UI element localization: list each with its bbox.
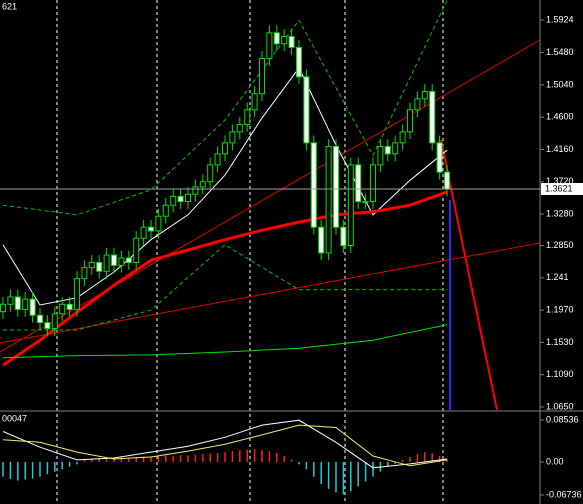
candle-body [229, 131, 236, 144]
candle-body [296, 46, 302, 78]
candle-body [185, 193, 191, 203]
candle-body [399, 131, 406, 144]
candle-body [318, 226, 325, 254]
y-tick-label: 1.4160 [546, 144, 574, 154]
candle-body [162, 204, 169, 217]
candle-body [407, 109, 413, 133]
candle-body [384, 146, 391, 155]
candle-body [44, 322, 51, 329]
candle-body [303, 76, 310, 144]
y-tick-label: 1.4600 [546, 112, 574, 122]
indicator-line [2, 419, 448, 469]
candle-body [244, 109, 251, 126]
last-price-box [541, 183, 583, 196]
y-tick-label: 1.3280 [546, 208, 574, 218]
candle-body [125, 257, 132, 263]
candle-body [436, 142, 443, 173]
candle-body [7, 296, 14, 305]
y-tick-label: 1.5040 [546, 79, 574, 89]
candle-body [281, 35, 288, 45]
candle-body [414, 98, 421, 111]
moving-average [2, 0, 448, 216]
period-separators [56, 0, 444, 504]
candle-body [170, 195, 177, 206]
y-tick-label: 1.3720 [546, 176, 574, 186]
candle-body [14, 296, 21, 310]
candle-body [111, 254, 117, 266]
candle-body [222, 142, 228, 155]
candle-body [118, 257, 125, 266]
candle-body [266, 32, 273, 59]
candle-body [81, 267, 88, 280]
candle-body [259, 57, 265, 95]
candle-body [333, 146, 339, 228]
candle-body [444, 171, 450, 190]
candle-body [199, 181, 206, 188]
y-tick-label: 0.08536 [546, 414, 579, 424]
candle-body [340, 226, 347, 247]
candle-body [325, 146, 332, 254]
candle-body [214, 153, 221, 166]
y-tick-label: 1.5480 [546, 47, 574, 57]
candle-body [155, 215, 162, 232]
candle-body [59, 303, 66, 315]
y-tick-label: 1.241 [546, 272, 569, 282]
indicator-title: 00047 [2, 413, 27, 423]
candle-body [377, 146, 384, 166]
candle-body [192, 186, 199, 195]
moving-average [2, 324, 448, 359]
y-tick-label: -0.06736 [546, 489, 582, 499]
candle-body [355, 164, 362, 203]
y-tick-label: 1.0650 [546, 401, 574, 411]
candle-body [148, 226, 154, 232]
candle-body [310, 142, 317, 228]
projection-line [440, 139, 498, 411]
candle-body [236, 124, 243, 133]
moving-average [3, 244, 447, 331]
y-tick-label: 0.00 [546, 456, 564, 466]
y-tick-label: 1.1970 [546, 305, 574, 315]
candle-body [347, 164, 354, 247]
candle-body [421, 90, 428, 100]
candle-body [288, 35, 295, 48]
candle-body [251, 93, 258, 111]
candle-body [140, 226, 147, 239]
y-tick-label: 1.1090 [546, 369, 574, 379]
y-tick-label: 1.1530 [546, 337, 574, 347]
candle-body [0, 303, 6, 313]
candle-body [29, 298, 36, 316]
indicator-line [2, 424, 448, 467]
candle-body [51, 313, 58, 329]
y-tick-label: 1.5924 [546, 14, 574, 24]
candle-body [392, 142, 399, 155]
candle-body [273, 32, 280, 45]
candle-body [429, 90, 436, 144]
candle-body [133, 237, 140, 263]
candle-body [22, 298, 29, 310]
trendline [0, 39, 541, 353]
candle-body [103, 254, 110, 272]
last-price-label: 1.3621 [545, 183, 573, 193]
candle-body [207, 164, 214, 183]
chart-title: 621 [2, 1, 17, 11]
candle-body [74, 278, 80, 310]
candle-body [66, 303, 73, 310]
y-tick-label: 1.2850 [546, 240, 574, 250]
candle-body [96, 261, 103, 272]
candle-body [177, 195, 184, 203]
candle-body [370, 164, 376, 203]
candle-body [362, 201, 369, 204]
candle-body [88, 261, 95, 269]
candle-body [37, 314, 43, 324]
